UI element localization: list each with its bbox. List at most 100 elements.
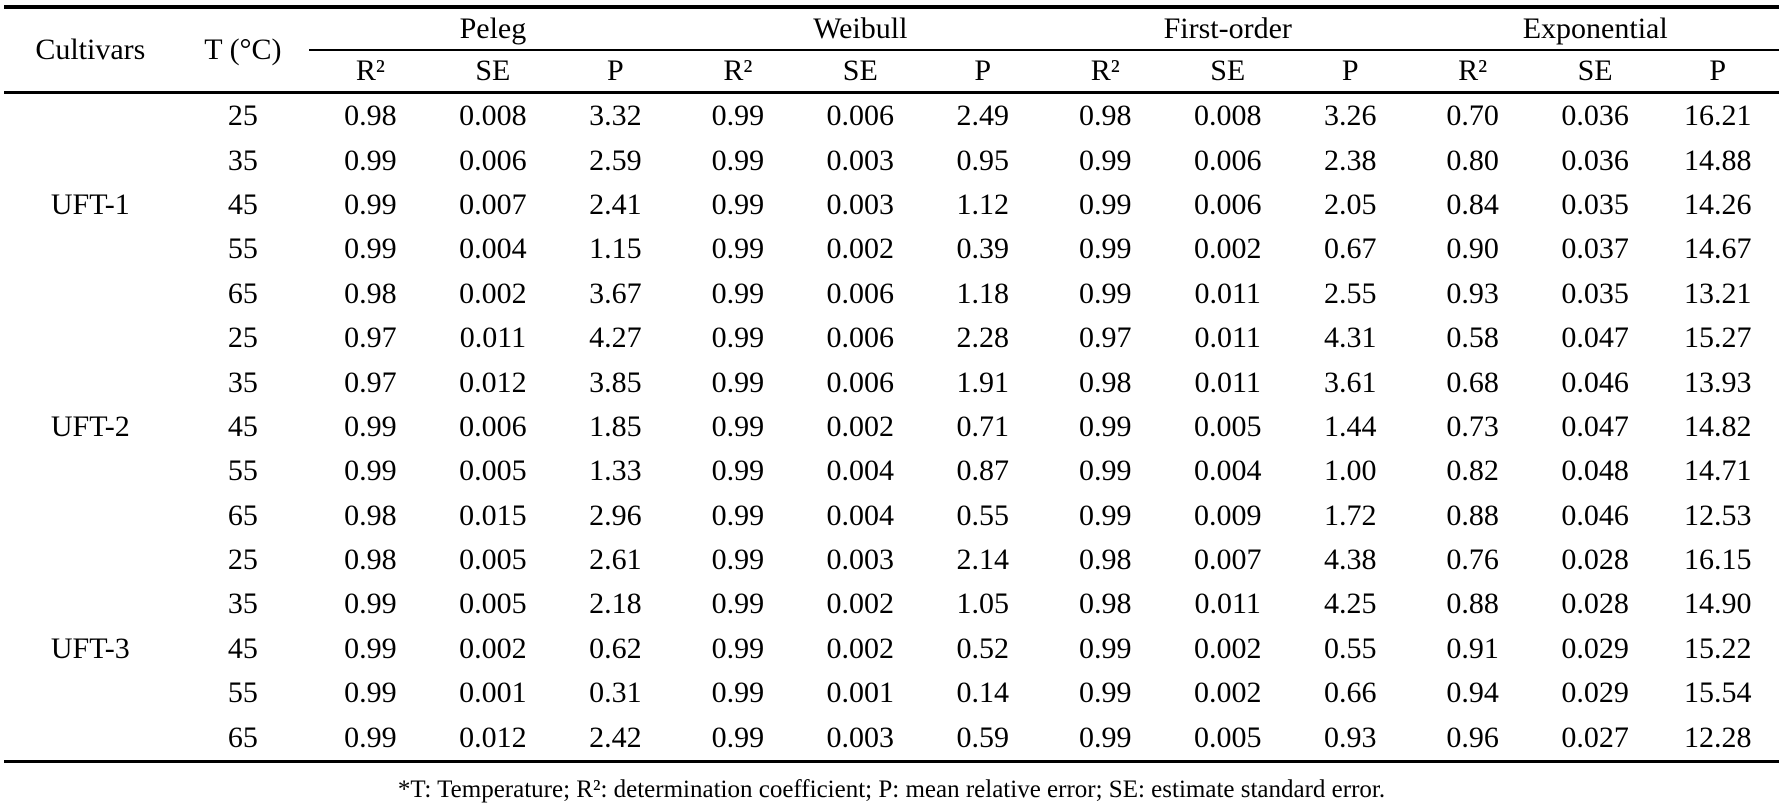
sub-header-row: R² SE P R² SE P R² SE P R² SE P [4,50,1779,93]
value-cell: 0.98 [1079,365,1132,399]
sub-header-r2: R² [355,54,385,87]
value-cell: 3.85 [589,365,642,399]
value-cell: 0.80 [1446,143,1499,177]
value-cell: 0.99 [344,187,397,221]
value-cell: 0.14 [956,676,1010,710]
value-cell: 0.005 [1193,720,1262,754]
value-cell: 0.046 [1561,498,1629,532]
table-row: 65 0.98 0.015 2.96 0.99 0.004 0.55 0.99 0.009 1.7… [4,494,1779,538]
value-cell: 1.05 [956,587,1010,621]
value-cell: 15.27 [1683,321,1752,355]
value-cell: 0.99 [711,409,765,443]
value-cell: 0.99 [344,631,397,665]
value-cell: 0.002 [826,631,895,665]
value-cell: 13.21 [1683,276,1752,310]
value-cell: 0.31 [589,676,642,710]
table-row: 55 0.99 0.001 0.31 0.99 0.001 0.14 0.99 0.002 0.6… [4,671,1779,715]
value-cell: 0.98 [1079,587,1132,621]
value-cell: 0.037 [1561,232,1629,266]
value-cell: 0.006 [826,276,895,310]
table-row: 35 0.99 0.006 2.59 0.99 0.003 0.95 0.99 0.006 2.3… [4,138,1779,182]
paper-table-page: Cultivars T (°C) Peleg Weibull First-ord… [0,5,1783,809]
value-cell: 1.00 [1323,454,1377,488]
value-cell: 0.029 [1561,631,1629,665]
table-row: UFT-3 25 0.98 0.005 2.61 0.99 0.003 2.14 0.98 0.0… [4,538,1779,663]
value-cell: 0.027 [1561,720,1629,754]
value-cell: 0.003 [826,187,895,221]
value-cell: 0.006 [826,321,895,355]
table-row: 55 0.99 0.004 1.15 0.99 0.002 0.39 0.99 0.002 0.6… [4,227,1779,271]
value-cell: 0.011 [1194,587,1261,621]
value-cell: 0.98 [1079,99,1132,133]
table-row: UFT-2 25 0.97 0.011 4.27 0.99 0.006 2.28 0.97 0.0… [4,316,1779,442]
value-cell: 0.029 [1561,676,1629,710]
value-cell: 0.98 [344,543,397,577]
table-row: 45 0.99 0.007 2.41 0.99 0.003 1.12 0.99 0.006 2.0… [4,183,1779,227]
value-cell: 0.011 [1194,321,1261,355]
value-cell: 0.99 [1079,409,1132,443]
table-row: 65 0.99 0.012 2.42 0.99 0.003 0.59 0.99 0.005 0.9… [4,715,1779,761]
value-cell: 0.87 [956,454,1010,488]
column-header-cultivars: Cultivars [35,33,146,66]
value-cell: 0.99 [1079,187,1132,221]
value-cell: 0.55 [1323,631,1377,665]
value-cell: 0.66 [1323,676,1377,710]
column-header-temperature: T (°C) [204,33,282,66]
value-cell: 14.82 [1683,409,1752,443]
cultivar-cell: UFT-1 [50,187,130,221]
value-cell: 0.004 [826,454,895,488]
value-cell: 0.99 [1079,498,1132,532]
table-row: 65 0.98 0.002 3.67 0.99 0.006 1.18 0.99 0.011 2.5… [4,272,1779,316]
value-cell: 1.12 [956,187,1010,221]
sub-header-se: SE [1577,54,1613,87]
value-cell: 0.93 [1446,276,1499,310]
value-cell: 0.99 [711,143,765,177]
value-cell: 0.011 [459,321,527,355]
value-cell: 0.007 [459,187,527,221]
value-cell: 0.99 [344,720,397,754]
value-cell: 0.97 [1079,321,1132,355]
value-cell: 0.68 [1446,365,1499,399]
value-cell: 0.006 [1193,187,1262,221]
temperature-cell: 35 [227,143,258,177]
value-cell: 2.05 [1323,187,1377,221]
value-cell: 0.009 [1193,498,1262,532]
value-cell: 15.54 [1683,676,1752,710]
value-cell: 0.99 [1079,631,1132,665]
table-header: Cultivars T (°C) Peleg Weibull First-ord… [4,7,1779,93]
value-cell: 0.036 [1561,143,1629,177]
value-cell: 0.002 [826,232,895,266]
value-cell: 14.90 [1683,587,1752,621]
value-cell: 0.99 [1079,454,1132,488]
value-cell: 0.97 [344,365,397,399]
value-cell: 0.91 [1446,631,1499,665]
value-cell: 0.99 [711,498,765,532]
value-cell: 14.88 [1683,143,1752,177]
value-cell: 0.99 [711,454,765,488]
value-cell: 0.012 [459,720,527,754]
value-cell: 0.90 [1446,232,1499,266]
value-cell: 0.012 [459,365,527,399]
value-cell: 0.99 [711,321,765,355]
value-cell: 0.98 [344,498,397,532]
value-cell: 0.94 [1446,676,1499,710]
value-cell: 0.98 [344,99,397,133]
value-cell: 0.99 [344,587,397,621]
value-cell: 1.18 [956,276,1010,310]
sub-header-r2: R² [723,54,753,87]
value-cell: 0.002 [826,409,895,443]
temperature-cell: 55 [227,454,258,488]
table-row: 35 0.99 0.005 2.18 0.99 0.002 1.05 0.98 0.011 4.2… [4,582,1779,626]
value-cell: 0.003 [826,720,895,754]
value-cell: 0.003 [826,143,895,177]
value-cell: 0.006 [459,143,527,177]
temperature-cell: 45 [227,187,258,221]
value-cell: 0.028 [1561,543,1629,577]
value-cell: 4.25 [1323,587,1377,621]
value-cell: 1.44 [1323,409,1377,443]
value-cell: 0.005 [459,543,527,577]
value-cell: 0.84 [1446,187,1499,221]
value-cell: 0.99 [1079,276,1132,310]
value-cell: 3.61 [1323,365,1377,399]
value-cell: 4.31 [1323,321,1377,355]
